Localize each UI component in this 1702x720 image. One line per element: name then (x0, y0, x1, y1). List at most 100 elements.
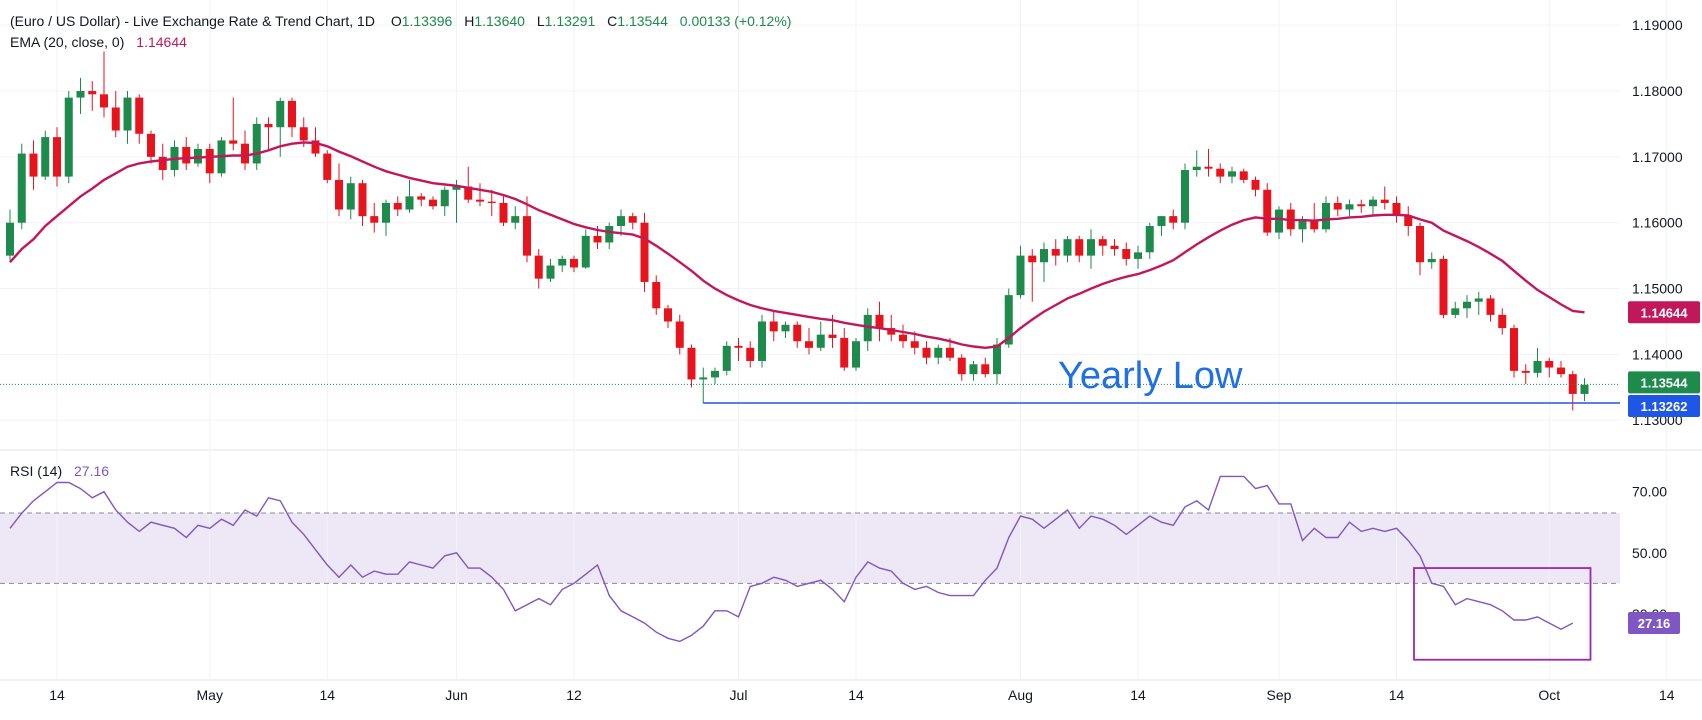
candle-body (887, 328, 896, 335)
candle-body (194, 148, 202, 164)
candle-body (852, 341, 860, 368)
candle-body (1098, 239, 1107, 246)
candle-body (135, 97, 144, 134)
candle-body (1392, 202, 1401, 217)
candle-body (722, 345, 731, 371)
candle-body (875, 314, 884, 329)
candle-body (899, 334, 907, 342)
candle-body (1028, 255, 1037, 263)
candle-body (205, 148, 214, 174)
candle-body (922, 347, 931, 358)
candle-body (264, 123, 273, 128)
candle-body (1322, 202, 1330, 230)
price-tick-label: 1.14000 (1632, 346, 1683, 362)
candle-body (370, 216, 379, 223)
candle-body (311, 140, 320, 154)
candle-body (111, 107, 120, 131)
candle-body (76, 91, 85, 98)
close-price-badge-text: 1.13544 (1641, 375, 1689, 390)
legend-line-1: (Euro / US Dollar) - Live Exchange Rate … (10, 13, 791, 29)
candle-body (1239, 171, 1248, 180)
candle-body (1427, 258, 1436, 263)
time-tick-label: Jul (730, 687, 748, 703)
rsi-legend-label: RSI (14) (10, 463, 62, 479)
gridlines (0, 0, 1668, 680)
candle-body (1157, 216, 1166, 226)
candle-body (1063, 239, 1072, 256)
candle-body (1110, 245, 1119, 250)
candle-body (570, 258, 578, 268)
candle-body (29, 153, 38, 177)
candle-body (53, 137, 61, 177)
candle-body (746, 347, 755, 361)
time-tick-label: Aug (1008, 687, 1033, 703)
time-tick-label: 14 (319, 687, 335, 703)
candle-body (299, 127, 308, 141)
candle-body (241, 143, 249, 164)
candle-body (1004, 295, 1013, 345)
candle-body (1216, 168, 1225, 177)
candle-body (1451, 308, 1460, 315)
candle-body (1333, 202, 1342, 210)
candle-body (1474, 298, 1483, 302)
candle-body (1345, 204, 1354, 210)
candle-body (558, 258, 567, 266)
time-tick-label: 14 (1659, 687, 1675, 703)
candle-body (499, 202, 508, 223)
time-tick-label: 14 (49, 687, 65, 703)
candle-body (628, 216, 637, 223)
candle-body (828, 334, 837, 338)
yearly-low-annotation: Yearly Low (1058, 355, 1243, 397)
candle-body (335, 179, 343, 210)
candle-body (346, 183, 355, 210)
support-price-badge-text: 1.13262 (1641, 399, 1688, 414)
candle-body (652, 281, 661, 309)
candle-body (417, 196, 426, 200)
rsi-line (9, 475, 1574, 643)
rsi-legend-value: 27.16 (74, 463, 109, 479)
candle-body (1192, 166, 1201, 171)
candle-body (1122, 249, 1131, 259)
candle-body (1369, 199, 1377, 207)
legend-line-2: EMA (20, close, 0) 1.14644 (10, 34, 187, 50)
candle-body (1463, 301, 1471, 309)
price-tick-label: 1.18000 (1632, 83, 1683, 99)
candle-body (158, 156, 167, 171)
candle-body (805, 341, 813, 348)
candle-body (100, 94, 108, 108)
candle-body (476, 199, 484, 202)
candle-body (969, 364, 978, 375)
candle-body (981, 364, 990, 375)
candle-body (64, 97, 73, 177)
candle-body (781, 324, 790, 332)
candle-body (581, 235, 590, 268)
candle-body (288, 100, 296, 128)
high-value: 1.13640 (474, 13, 525, 29)
candle-body (123, 97, 132, 131)
candle-body (1145, 226, 1154, 253)
candle-body (252, 123, 261, 164)
rsi-tick-label: 50.00 (1632, 545, 1667, 561)
candle-body (229, 140, 238, 144)
time-tick-label: Sep (1267, 687, 1292, 703)
candle-body (1498, 314, 1507, 329)
candle-body (464, 186, 473, 200)
candle-body (1087, 239, 1095, 256)
close-price-badge: 1.13544 (1628, 371, 1700, 394)
candle-body (452, 186, 461, 190)
time-tick-label: Jun (445, 687, 468, 703)
low-label: L (537, 13, 545, 29)
candle-body (534, 255, 543, 279)
candle-body (487, 201, 496, 203)
candle-body (1439, 258, 1448, 315)
candle-body (1263, 189, 1272, 233)
candle-body (1545, 360, 1554, 368)
candle-body (429, 199, 437, 207)
candle-body (1298, 219, 1307, 230)
price-tick-label: 1.19000 (1632, 17, 1683, 33)
candle-body (511, 216, 520, 223)
candle-body (957, 357, 966, 375)
candle-body (1204, 166, 1213, 169)
candle-body (440, 189, 449, 207)
